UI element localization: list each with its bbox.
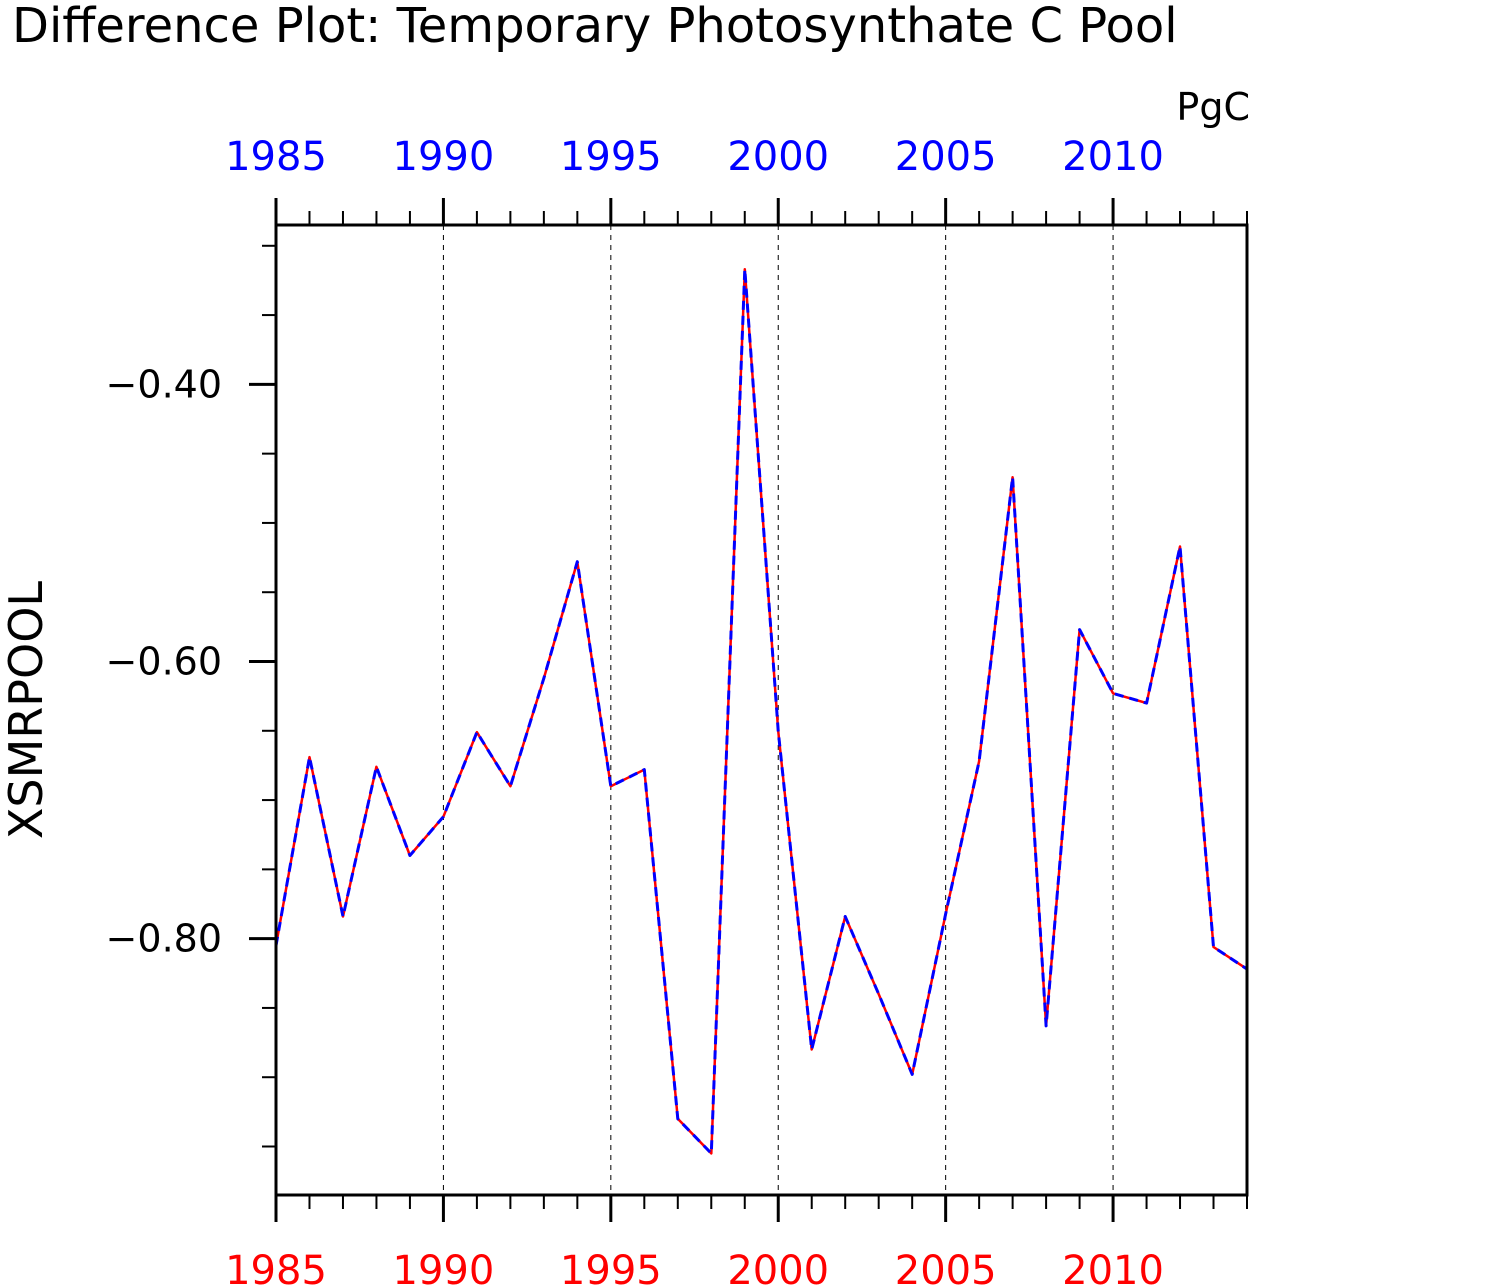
x-tick-label-top: 2005 (895, 134, 997, 180)
y-tick-label: −0.80 (106, 917, 222, 961)
x-tick-label-bottom: 1995 (560, 1248, 662, 1287)
x-tick-label-top: 1985 (225, 134, 327, 180)
x-tick-label-bottom: 1990 (393, 1248, 495, 1287)
chart-title: Difference Plot: Temporary Photosynthate… (12, 0, 1178, 54)
series-line-2 (274, 267, 1248, 1155)
y-tick-label: −0.40 (106, 362, 222, 406)
x-tick-label-top: 2000 (727, 134, 829, 180)
grid-lines (442, 225, 1114, 1195)
x-tick-label-bottom: 2000 (727, 1248, 829, 1287)
series-line-1 (274, 268, 1248, 1155)
plot-frame (274, 223, 1249, 1197)
x-tick-label-bottom: 2010 (1062, 1248, 1164, 1287)
axis-ticks (249, 198, 1248, 1222)
units-label: PgC (1176, 85, 1250, 129)
x-tick-label-top: 1990 (393, 134, 495, 180)
x-tick-label-bottom: 1985 (225, 1248, 327, 1287)
x-tick-label-bottom: 2005 (895, 1248, 997, 1287)
x-tick-label-top: 2010 (1062, 134, 1164, 180)
y-axis-label: XSMRPOOL (0, 581, 53, 840)
series-lines (274, 267, 1248, 1155)
x-tick-label-top: 1995 (560, 134, 662, 180)
y-tick-label: −0.60 (106, 640, 222, 684)
axis-tick-labels: 1985 1985 1990 1990 1995 1995 2000 2000 2005 2005… (106, 134, 1164, 1287)
